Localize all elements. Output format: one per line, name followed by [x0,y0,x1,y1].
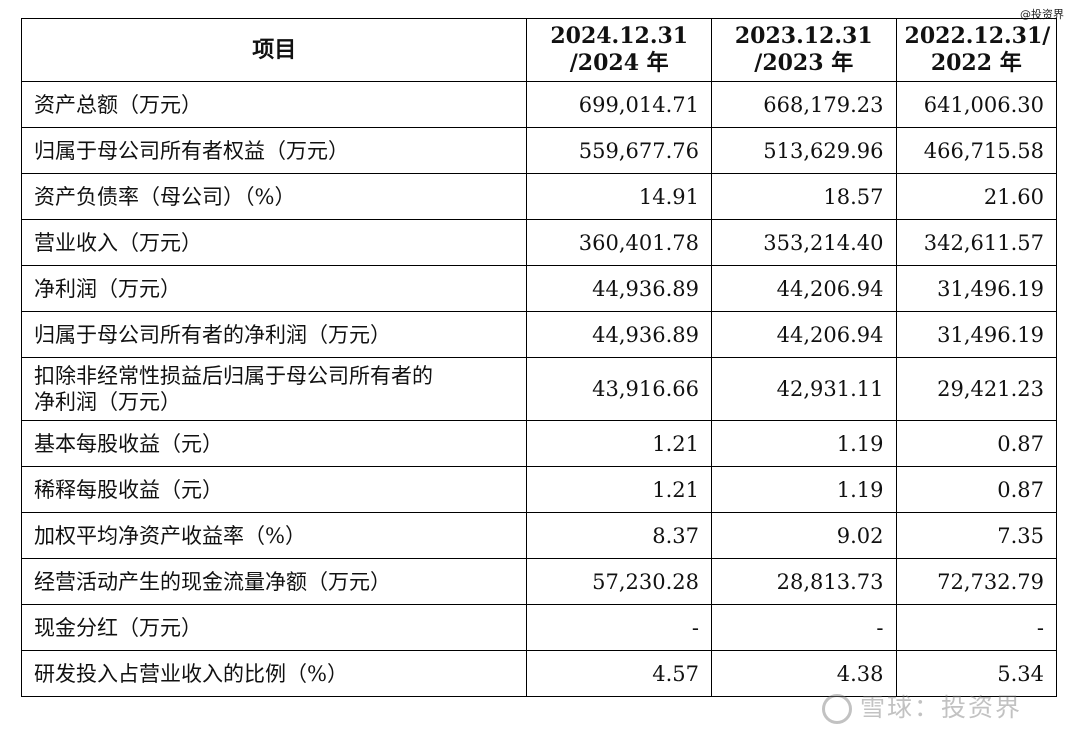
cell-2022: 31,496.19 [895,311,1058,358]
cell-2023: 1.19 [710,466,897,513]
table-row: 净利润（万元） 44,936.89 44,206.94 31,496.19 [20,265,1058,312]
row-label: 资产总额（万元） [20,81,528,128]
row-label: 加权平均净资产收益率（%） [20,512,528,559]
cell-2022: 72,732.79 [895,558,1058,605]
table-row: 稀释每股收益（元） 1.21 1.19 0.87 [20,466,1058,513]
row-label: 经营活动产生的现金流量净额（万元） [20,558,528,605]
table-row: 基本每股收益（元） 1.21 1.19 0.87 [20,420,1058,467]
row-label-line1: 扣除非经常性损益后归属于母公司所有者的 [34,364,433,388]
cell-2023: 1.19 [710,420,897,467]
row-label: 资产负债率（母公司）（%） [20,173,528,220]
cell-2023: 4.38 [710,650,897,697]
cell-2024: 8.37 [526,512,712,559]
cell-2024: - [526,604,712,651]
cell-2022: 21.60 [895,173,1058,220]
header-2024: 2024.12.31 /2024 年 [526,18,712,82]
table-row: 研发投入占营业收入的比例（%） 4.57 4.38 5.34 [20,650,1058,697]
table-row: 扣除非经常性损益后归属于母公司所有者的 净利润（万元） 43,916.66 42… [20,357,1058,421]
table-row: 资产总额（万元） 699,014.71 668,179.23 641,006.3… [20,81,1058,128]
cell-2023: 513,629.96 [710,127,897,174]
header-2023-line2: /2023 年 [754,50,854,76]
cell-2022: 0.87 [895,420,1058,467]
header-2022: 2022.12.31/ 2022 年 [895,18,1058,82]
cell-2022: 31,496.19 [895,265,1058,312]
cell-2023: 668,179.23 [710,81,897,128]
row-label: 归属于母公司所有者权益（万元） [20,127,528,174]
row-label: 研发投入占营业收入的比例（%） [20,650,528,697]
table-row: 归属于母公司所有者权益（万元） 559,677.76 513,629.96 46… [20,127,1058,174]
cell-2022: - [895,604,1058,651]
cell-2024: 43,916.66 [526,357,712,421]
table-header-row: 项目 2024.12.31 /2024 年 2023.12.31 /2023 年… [20,18,1058,82]
cell-2023: 18.57 [710,173,897,220]
cell-2023: 42,931.11 [710,357,897,421]
table-row: 归属于母公司所有者的净利润（万元） 44,936.89 44,206.94 31… [20,311,1058,358]
row-label: 归属于母公司所有者的净利润（万元） [20,311,528,358]
table-row: 加权平均净资产收益率（%） 8.37 9.02 7.35 [20,512,1058,559]
cell-2024: 44,936.89 [526,265,712,312]
cell-2022: 0.87 [895,466,1058,513]
row-label: 基本每股收益（元） [20,420,528,467]
row-label-line2: 净利润（万元） [34,390,181,414]
table-row: 现金分红（万元） - - - [20,604,1058,651]
row-label: 稀释每股收益（元） [20,466,528,513]
cell-2024: 1.21 [526,466,712,513]
cell-2024: 1.21 [526,420,712,467]
watermark-bottom-text: 雪球：投资界 [860,693,1023,722]
cell-2022: 7.35 [895,512,1058,559]
cell-2023: 44,206.94 [710,265,897,312]
table-row: 经营活动产生的现金流量净额（万元） 57,230.28 28,813.73 72… [20,558,1058,605]
header-2024-line1: 2024.12.31 [550,23,689,49]
header-2022-line1: 2022.12.31/ [904,23,1051,49]
cell-2024: 559,677.76 [526,127,712,174]
cell-2024: 44,936.89 [526,311,712,358]
cell-2024: 57,230.28 [526,558,712,605]
cell-2024: 14.91 [526,173,712,220]
cell-2022: 5.34 [895,650,1058,697]
cell-2022: 342,611.57 [895,219,1058,266]
watermark-top: @投资界 [1020,8,1064,21]
row-label: 扣除非经常性损益后归属于母公司所有者的 净利润（万元） [20,357,528,421]
header-2023: 2023.12.31 /2023 年 [710,18,897,82]
header-2023-line1: 2023.12.31 [734,23,873,49]
cell-2024: 699,014.71 [526,81,712,128]
row-label: 现金分红（万元） [20,604,528,651]
cell-2023: 28,813.73 [710,558,897,605]
cell-2022: 641,006.30 [895,81,1058,128]
row-label: 营业收入（万元） [20,219,528,266]
snowball-logo-icon [822,694,852,724]
cell-2023: 9.02 [710,512,897,559]
financial-data-table: 项目 2024.12.31 /2024 年 2023.12.31 /2023 年… [20,18,1058,697]
cell-2023: - [710,604,897,651]
cell-2023: 353,214.40 [710,219,897,266]
header-item: 项目 [20,18,528,82]
table-row: 营业收入（万元） 360,401.78 353,214.40 342,611.5… [20,219,1058,266]
header-2022-line2: 2022 年 [930,50,1022,76]
cell-2022: 29,421.23 [895,357,1058,421]
table-row: 资产负债率（母公司）（%） 14.91 18.57 21.60 [20,173,1058,220]
cell-2024: 360,401.78 [526,219,712,266]
cell-2024: 4.57 [526,650,712,697]
cell-2022: 466,715.58 [895,127,1058,174]
cell-2023: 44,206.94 [710,311,897,358]
header-2024-line2: /2024 年 [569,50,669,76]
watermark-bottom: 雪球：投资界 [822,688,1022,724]
row-label: 净利润（万元） [20,265,528,312]
